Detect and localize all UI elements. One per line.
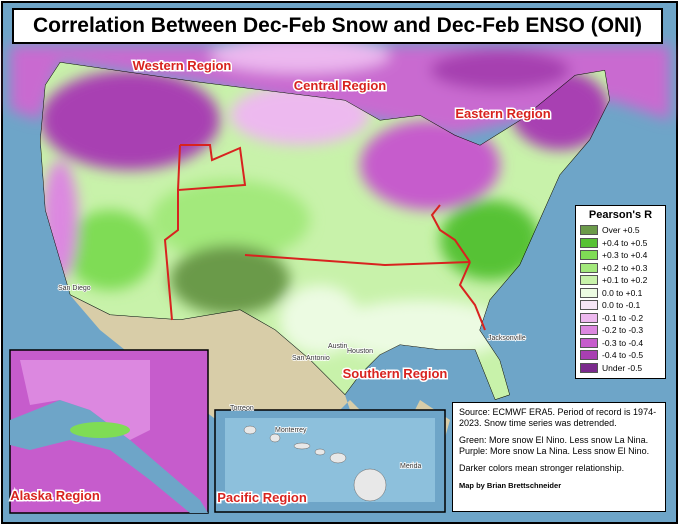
legend-swatch — [580, 312, 598, 323]
legend-swatch — [580, 225, 598, 236]
legend-swatch — [580, 300, 598, 311]
legend-item: +0.1 to +0.2 — [580, 274, 661, 287]
legend-label: +0.4 to +0.5 — [602, 237, 648, 248]
legend-swatch — [580, 337, 598, 348]
legend-label: Over +0.5 — [602, 225, 640, 236]
legend-swatch — [580, 362, 598, 373]
legend-item: +0.2 to +0.3 — [580, 262, 661, 275]
legend-label: -0.4 to -0.5 — [602, 350, 644, 361]
legend-label: 0.0 to -0.1 — [602, 300, 641, 311]
canada — [10, 37, 670, 135]
note-source: Source: ECMWF ERA5. Period of record is … — [459, 407, 657, 428]
legend-item: -0.3 to -0.4 — [580, 337, 661, 350]
legend-item: -0.1 to -0.2 — [580, 312, 661, 325]
legend-item: 0.0 to +0.1 — [580, 287, 661, 300]
legend-swatch — [580, 237, 598, 248]
place-label: Torreon — [230, 405, 254, 412]
legend-label: Under -0.5 — [602, 362, 643, 373]
place-label: Houston — [347, 348, 373, 355]
legend-item: +0.4 to +0.5 — [580, 237, 661, 250]
place-label: San Antonio — [292, 355, 330, 362]
region-label: Eastern Region — [455, 106, 550, 121]
legend-label: -0.2 to -0.3 — [602, 325, 644, 336]
title: Correlation Between Dec-Feb Snow and Dec… — [12, 8, 663, 44]
region-label: Alaska Region — [10, 488, 100, 503]
legend-label: 0.0 to +0.1 — [602, 287, 643, 298]
legend-swatch — [580, 262, 598, 273]
note-purple: Purple: More snow La Nina. Less snow El … — [459, 446, 650, 456]
legend-swatch — [580, 350, 598, 361]
place-label: Jacksonville — [488, 335, 526, 342]
legend-swatch — [580, 325, 598, 336]
legend-title: Pearson's R — [588, 209, 653, 221]
pacific-inset — [214, 409, 446, 513]
region-label: Central Region — [294, 78, 387, 93]
legend: Pearson's R Over +0.5 +0.4 to +0.5 +0.3 to… — [575, 205, 666, 379]
legend-item: Under -0.5 — [580, 362, 661, 375]
region-label: Western Region — [133, 58, 232, 73]
legend-item: Over +0.5 — [580, 224, 661, 237]
legend-label: +0.3 to +0.4 — [602, 250, 648, 261]
place-label: Monterrey — [275, 427, 307, 434]
mexico — [70, 295, 450, 470]
region-label: Southern Region — [343, 366, 448, 381]
legend-item: 0.0 to -0.1 — [580, 299, 661, 312]
notes: Source: ECMWF ERA5. Period of record is … — [452, 402, 666, 512]
legend-item: -0.4 to -0.5 — [580, 349, 661, 362]
note-green: Green: More snow El Nino. Less snow La N… — [459, 435, 649, 445]
note-credit: Map by Brian Brettschneider — [459, 481, 562, 490]
region-boundaries — [163, 144, 486, 331]
legend-label: +0.1 to +0.2 — [602, 275, 648, 286]
legend-label: -0.1 to -0.2 — [602, 312, 644, 323]
legend-item: +0.3 to +0.4 — [580, 249, 661, 262]
place-label: San Diego — [58, 285, 91, 292]
note-darker: Darker colors mean stronger relationship… — [459, 463, 625, 473]
legend-item: -0.2 to -0.3 — [580, 324, 661, 337]
legend-label: -0.3 to -0.4 — [602, 337, 644, 348]
place-label: Merida — [400, 463, 422, 470]
region-label: Pacific Region — [217, 490, 307, 505]
legend-swatch — [580, 287, 598, 298]
legend-swatch — [580, 250, 598, 261]
alaska-inset — [9, 349, 209, 514]
legend-swatch — [580, 275, 598, 286]
place-label: Austin — [328, 343, 348, 350]
legend-label: +0.2 to +0.3 — [602, 262, 648, 273]
